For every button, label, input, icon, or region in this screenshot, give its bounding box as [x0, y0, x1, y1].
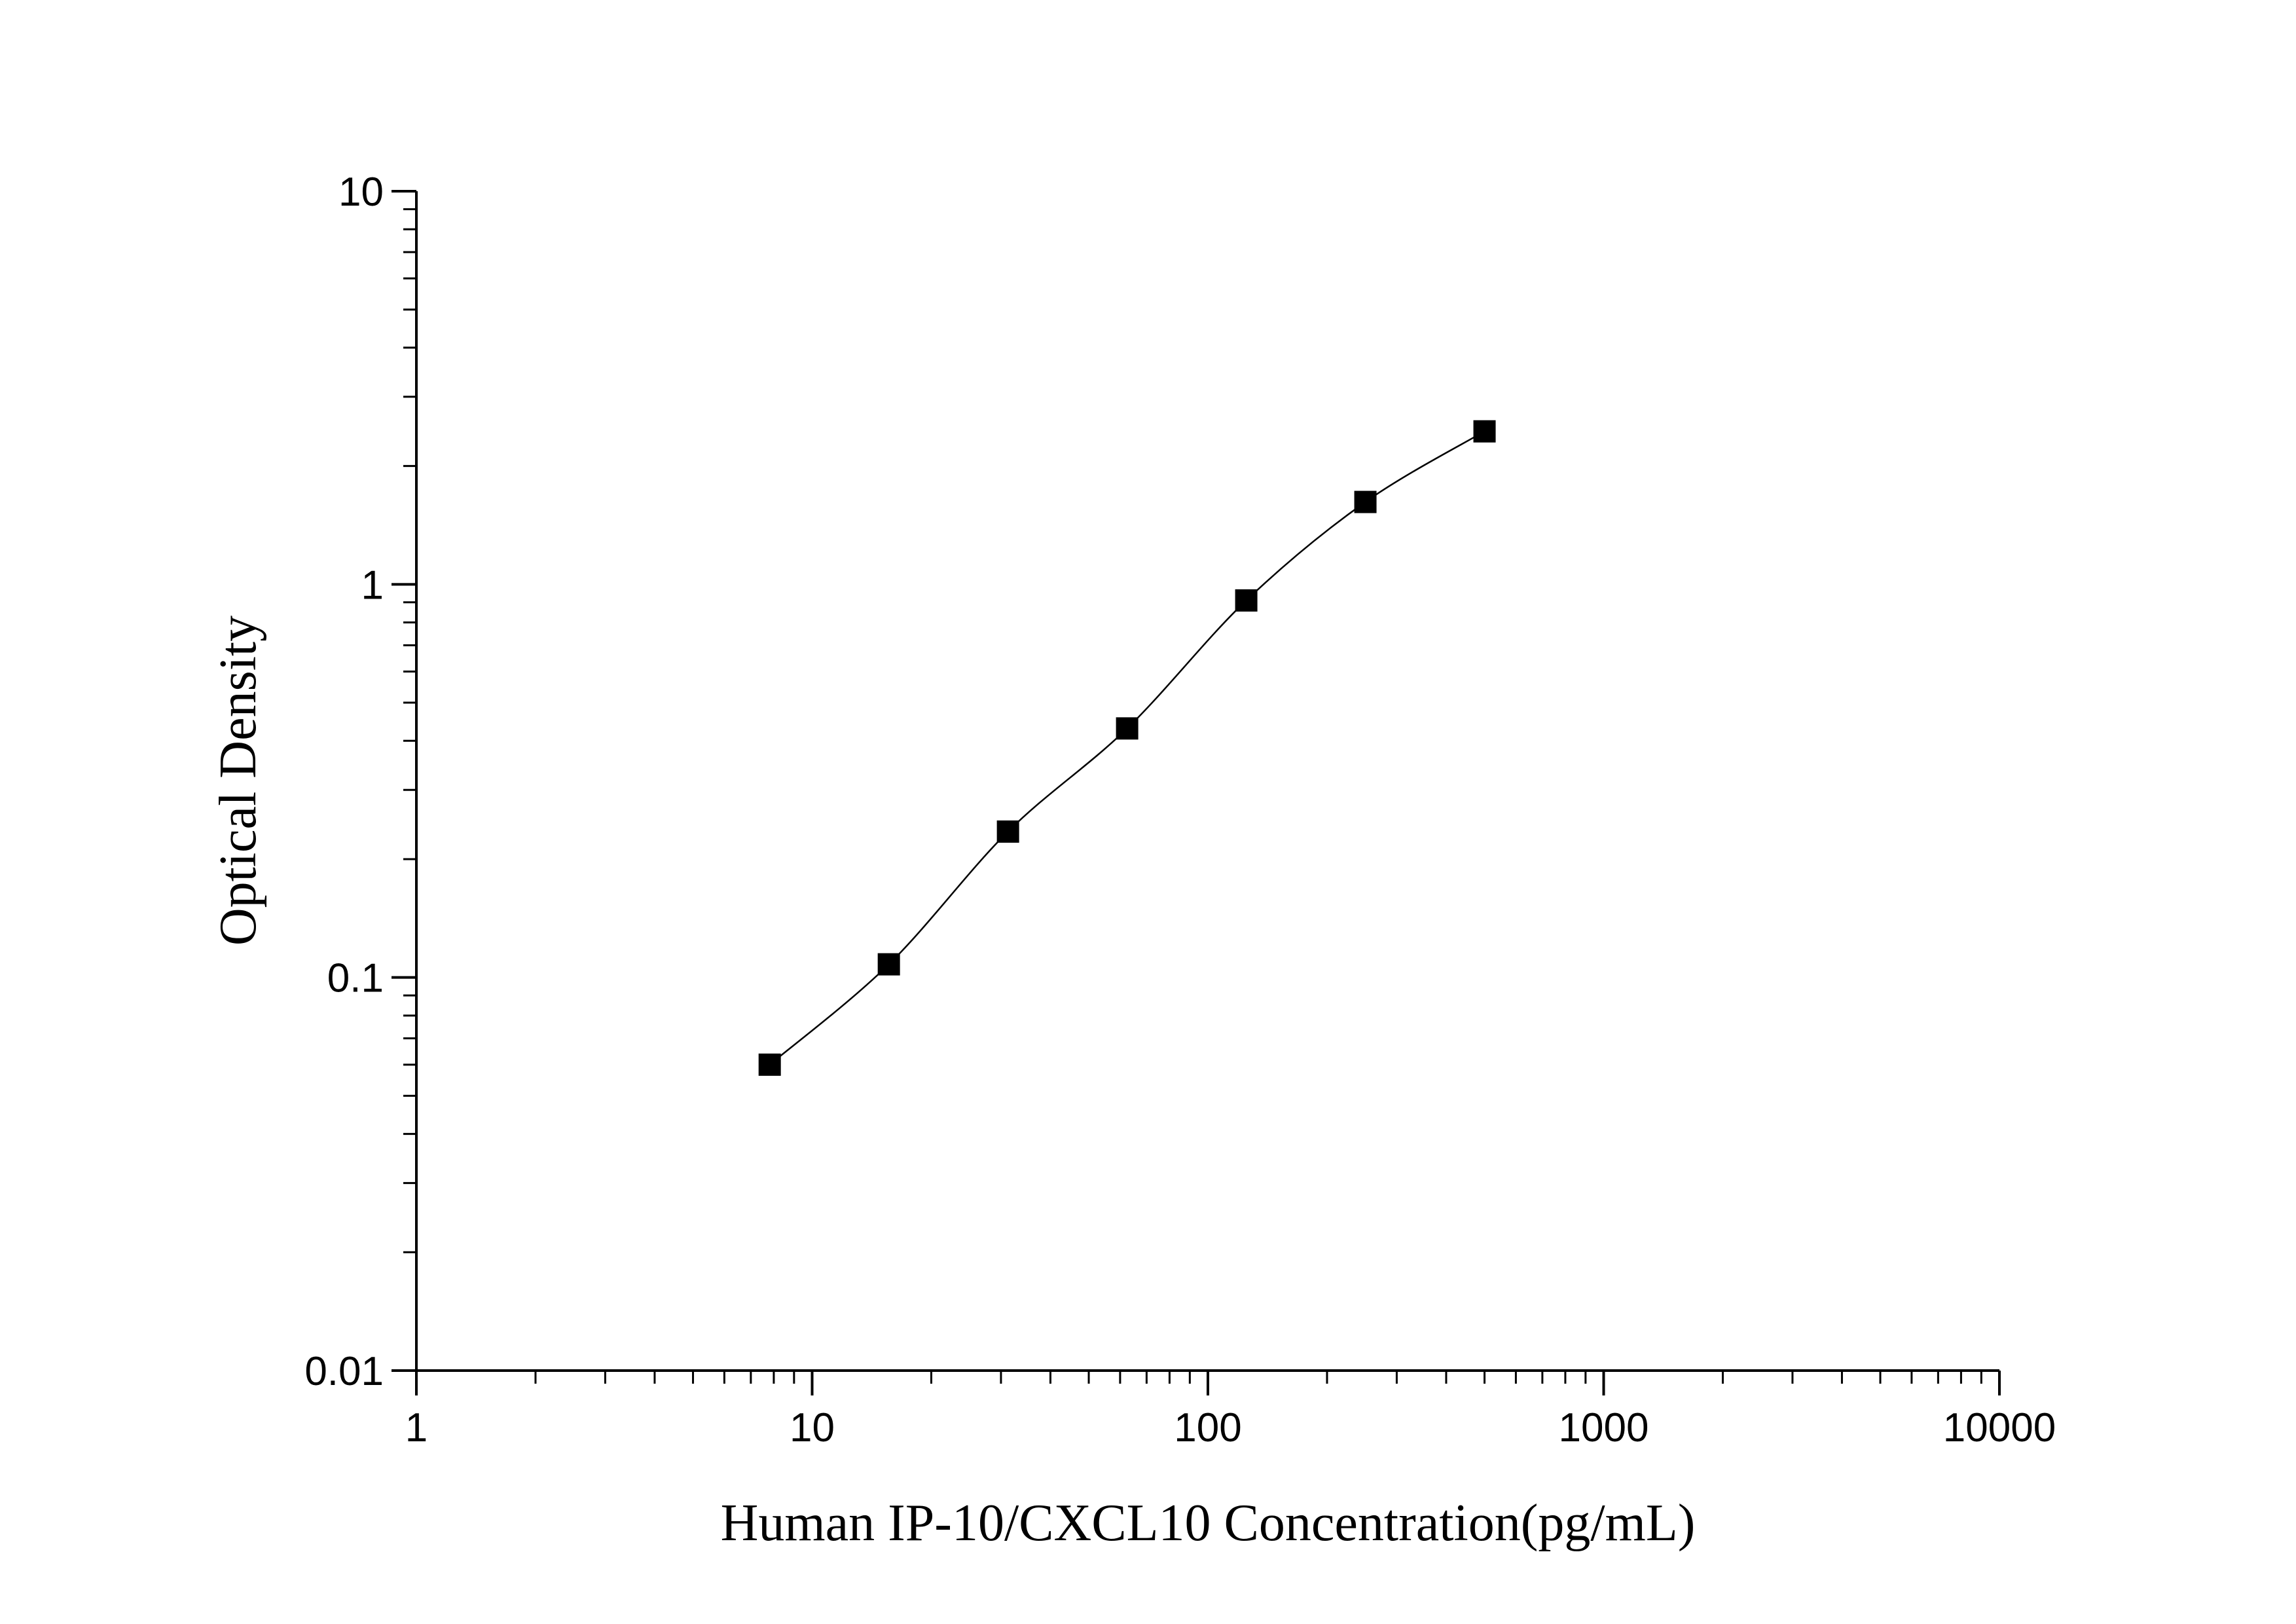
data-point [996, 820, 1019, 843]
y-axis-label: Optical Density [210, 616, 267, 946]
x-tick-label: 1000 [1559, 1405, 1649, 1450]
x-tick-label: 1 [405, 1405, 428, 1450]
x-axis-label: Human IP-10/CXCL10 Concentration(pg/mL) [721, 1494, 1696, 1552]
x-tick-label: 10 [790, 1405, 835, 1450]
fit-curve [769, 430, 1485, 1065]
axes: 1 10 100 1000 10000 0.01 0.1 1 10 [304, 170, 2056, 1450]
x-tick-label: 100 [1174, 1405, 1241, 1450]
y-tick-label: 10 [338, 170, 384, 215]
data-point [758, 1053, 781, 1076]
y-tick-label: 1 [361, 563, 384, 608]
data-point [1354, 490, 1377, 513]
data-point [877, 953, 900, 976]
data-points [758, 420, 1496, 1076]
data-point [1116, 717, 1139, 740]
x-tick-label: 10000 [1943, 1405, 2056, 1450]
data-point [1473, 420, 1496, 443]
data-point [1235, 589, 1258, 612]
y-tick-label: 0.01 [304, 1349, 384, 1394]
y-tick-label: 0.1 [327, 956, 384, 1001]
